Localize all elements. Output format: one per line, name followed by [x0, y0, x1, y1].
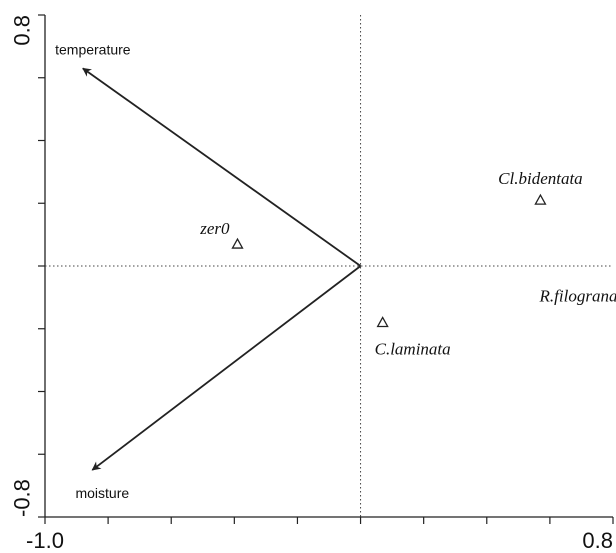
- point-marker-C.laminata: [376, 316, 389, 328]
- x-tick-label: 0.8: [582, 528, 613, 553]
- vector-arrow-moisture: [91, 265, 362, 471]
- point-label-C.laminata: C.laminata: [375, 339, 451, 358]
- point-marker-zer0: [231, 237, 244, 249]
- vector-label-moisture: moisture: [75, 485, 129, 501]
- point-label-Cl.bidentata: Cl.bidentata: [498, 169, 583, 188]
- vector-arrow-temperature: [82, 67, 362, 267]
- x-tick-label: -1.0: [26, 528, 64, 553]
- y-tick-label: -0.8: [10, 479, 35, 517]
- point-label-zer0: zer0: [199, 219, 230, 238]
- point-marker-Cl.bidentata: [534, 193, 547, 205]
- point-label-R.filograna: R.filograna: [539, 287, 616, 306]
- vector-label-temperature: temperature: [55, 41, 131, 57]
- y-tick-label: 0.8: [10, 15, 35, 46]
